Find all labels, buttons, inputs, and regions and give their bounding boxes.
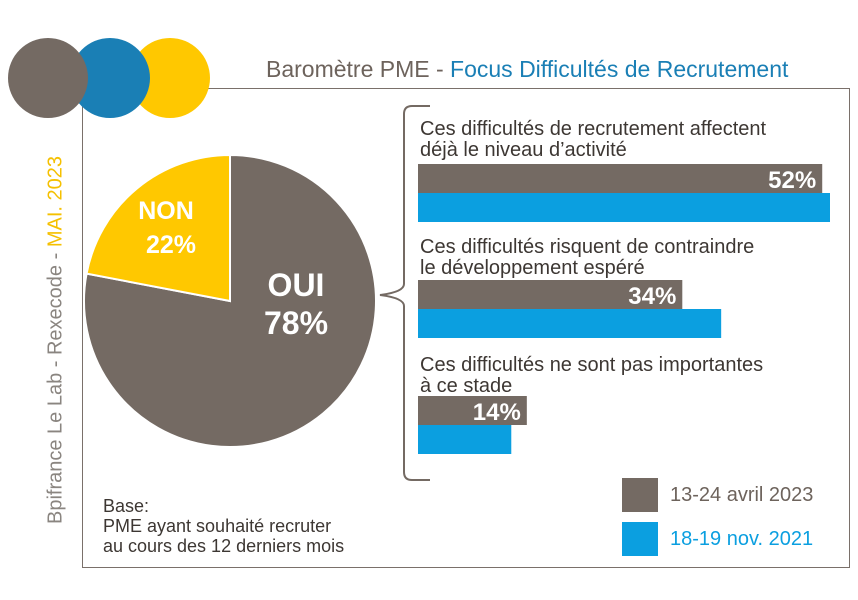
base-note-line-3: au cours des 12 derniers mois	[103, 536, 345, 556]
bar-2023-1	[418, 164, 823, 193]
bracket	[379, 105, 430, 481]
logo-circle-brown	[8, 38, 88, 118]
legend-swatch-2023	[622, 478, 658, 512]
chart-frame	[82, 88, 850, 568]
page-title: Baromètre PME - Focus Difficultés de Rec…	[266, 56, 788, 83]
pie-label-non: NON	[138, 197, 194, 225]
bar-2021-2	[418, 309, 722, 338]
bar-2021-3	[418, 425, 512, 454]
base-note-line-1: Base:	[103, 496, 150, 516]
title-accent: Focus Difficultés de Recrutement	[450, 56, 789, 82]
pie-slice-non	[85, 153, 231, 303]
category-label-3-line-1: Ces difficultés ne sont pas importantes	[420, 354, 764, 376]
base-note-line-2: PME ayant souhaité recruter	[103, 516, 332, 536]
bar-2021-1	[418, 193, 830, 222]
category-label-3: Ces difficultés ne sont pas importantes …	[420, 355, 840, 397]
category-label-2-line-2: le développement espéré	[420, 257, 645, 279]
category-label-1-line-2: déjà le niveau d’activité	[420, 139, 627, 161]
bar-label-1: 52%	[768, 167, 816, 194]
bar-2023-2	[418, 280, 683, 309]
pie-value-non: 22%	[146, 231, 196, 259]
bar-label-3: 14%	[473, 399, 521, 426]
bar-chart: 52% 34% 14%	[418, 164, 830, 454]
category-label-1-line-1: Ces difficultés de recrutement affectent	[420, 118, 767, 140]
bar-label-2: 34%	[628, 283, 676, 310]
legend-label-2023: 13-24 avril 2023	[670, 484, 814, 506]
legend-label-2021: 18-19 nov. 2021	[670, 528, 814, 550]
category-label-3-line-2: à ce stade	[420, 375, 513, 397]
title-main: Baromètre PME -	[266, 56, 451, 82]
category-label-2-line-1: Ces difficultés risquent de contraindre	[420, 236, 755, 258]
pie-value-oui: 78%	[264, 305, 328, 341]
category-label-1: Ces difficultés de recrutement affectent…	[420, 119, 840, 161]
base-note: Base: PME ayant souhaité recruter au cou…	[103, 496, 344, 556]
category-label-2: Ces difficultés risquent de contraindre …	[420, 237, 840, 279]
legend-swatch-2021	[622, 522, 658, 556]
bar-2023-3	[418, 396, 527, 425]
pie-label-oui: OUI	[268, 267, 325, 303]
